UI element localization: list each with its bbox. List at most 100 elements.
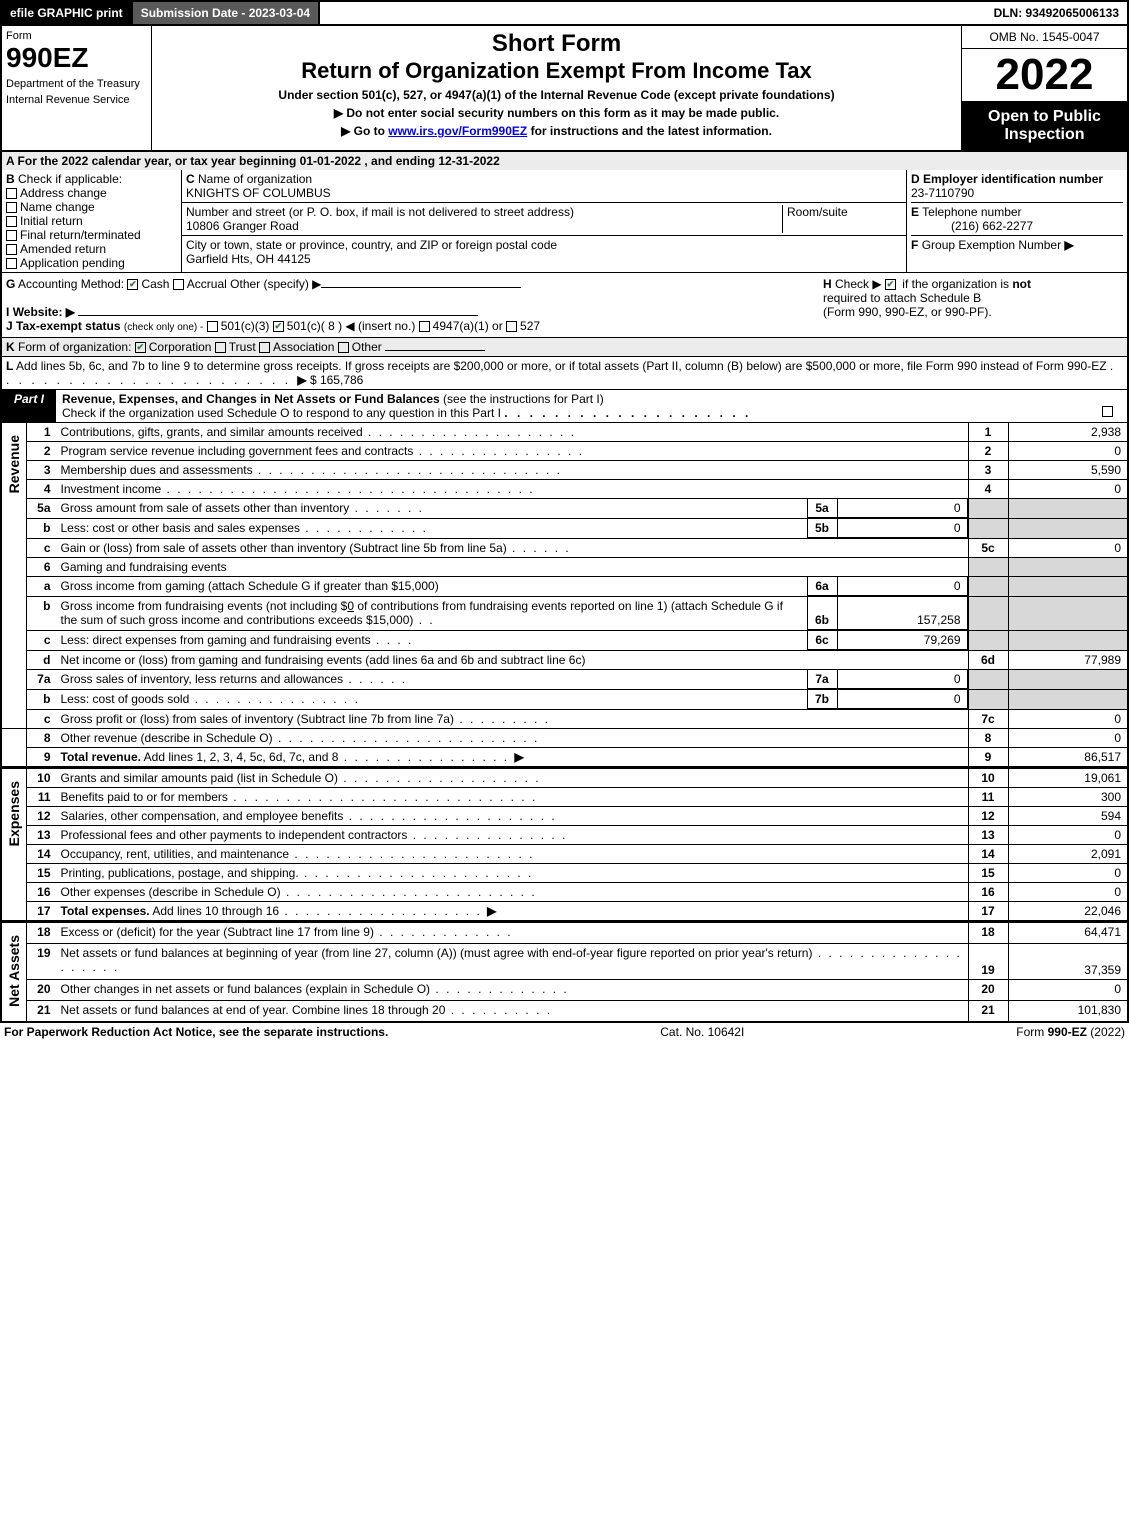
sub-box: 7a <box>807 670 837 689</box>
4947-label: 4947(a)(1) or <box>433 319 503 333</box>
shaded-box <box>968 630 1008 650</box>
checkbox-trust[interactable] <box>215 342 226 353</box>
shaded-value <box>1008 558 1128 577</box>
checkbox-accrual[interactable] <box>173 279 184 290</box>
department-label: Department of the Treasury <box>6 78 147 90</box>
shaded-box <box>968 669 1008 689</box>
line-box: 16 <box>968 882 1008 901</box>
line-desc: Grants and similar amounts paid (list in… <box>57 768 969 788</box>
check-if-label: Check if applicable: <box>18 172 122 186</box>
section-c: C Name of organization KNIGHTS OF COLUMB… <box>182 170 907 272</box>
under-section: Under section 501(c), 527, or 4947(a)(1)… <box>156 88 957 102</box>
street-value: 10806 Granger Road <box>186 219 299 233</box>
h-text3: required to attach Schedule B <box>823 291 981 305</box>
goto-prefix: ▶ Go to <box>341 124 388 138</box>
initial-return-label: Initial return <box>20 214 83 228</box>
d-letter: D <box>911 172 920 186</box>
line-value: 0 <box>1008 442 1128 461</box>
header-left: Form 990EZ Department of the Treasury In… <box>2 26 152 150</box>
line-num: 4 <box>27 480 57 499</box>
line-num: 16 <box>27 882 57 901</box>
line-desc: Gross sales of inventory, less returns a… <box>57 669 969 689</box>
shaded-value <box>1008 630 1128 650</box>
line-desc: Benefits paid to or for members . . . . … <box>57 787 969 806</box>
topbar-spacer <box>320 2 985 24</box>
irs-link[interactable]: www.irs.gov/Form990EZ <box>388 124 527 138</box>
line-num: 10 <box>27 768 57 788</box>
checkbox-other-org[interactable] <box>338 342 349 353</box>
line-value: 2,938 <box>1008 423 1128 442</box>
checkbox-cash[interactable]: ✔ <box>127 279 138 290</box>
line-num: b <box>27 689 57 709</box>
line-box: 3 <box>968 461 1008 480</box>
line-num: 21 <box>27 1001 57 1023</box>
other-input[interactable] <box>321 287 521 288</box>
sub-value: 79,269 <box>837 631 967 650</box>
expenses-table: Expenses 10 Grants and similar amounts p… <box>0 767 1129 921</box>
line-desc: Net income or (loss) from gaming and fun… <box>57 650 969 669</box>
line-num: a <box>27 577 57 597</box>
open-public: Open to Public Inspection <box>962 102 1127 150</box>
line-box: 20 <box>968 980 1008 1001</box>
line-num: 17 <box>27 901 57 920</box>
website-input[interactable] <box>78 315 478 316</box>
checkbox-corp[interactable]: ✔ <box>135 342 146 353</box>
checkbox-schedule-o[interactable] <box>1102 406 1113 417</box>
part1-label: Part I <box>2 390 56 422</box>
checkbox-schedule-b[interactable]: ✔ <box>885 279 896 290</box>
line-box: 10 <box>968 768 1008 788</box>
efile-label[interactable]: efile GRAPHIC print <box>2 2 133 24</box>
shaded-value <box>1008 519 1128 539</box>
line-desc: Net assets or fund balances at end of ye… <box>57 1001 969 1023</box>
checkbox-pending[interactable] <box>6 258 17 269</box>
line-box: 6d <box>968 650 1008 669</box>
city-label: City or town, state or province, country… <box>186 238 557 252</box>
checkbox-address[interactable] <box>6 188 17 199</box>
instruction-goto: ▶ Go to www.irs.gov/Form990EZ for instru… <box>156 124 957 138</box>
h-not: not <box>1012 277 1031 291</box>
shaded-value <box>1008 597 1128 631</box>
line-value: 0 <box>1008 863 1128 882</box>
line-box: 1 <box>968 423 1008 442</box>
shaded-value <box>1008 689 1128 709</box>
shaded-box <box>968 519 1008 539</box>
checkbox-501c3[interactable] <box>207 321 218 332</box>
phone-value: (216) 662-2277 <box>911 219 1033 233</box>
checkbox-527[interactable] <box>506 321 517 332</box>
header-center: Short Form Return of Organization Exempt… <box>152 26 962 150</box>
footer-left: For Paperwork Reduction Act Notice, see … <box>4 1025 388 1039</box>
line-value: 77,989 <box>1008 650 1128 669</box>
street-row: Number and street (or P. O. box, if mail… <box>182 203 906 236</box>
checkbox-4947[interactable] <box>419 321 430 332</box>
checkbox-final[interactable] <box>6 230 17 241</box>
line-value: 594 <box>1008 806 1128 825</box>
line-value: 22,046 <box>1008 901 1128 920</box>
line-box: 2 <box>968 442 1008 461</box>
part1-header: Part I Revenue, Expenses, and Changes in… <box>0 390 1129 423</box>
footer-center: Cat. No. 10642I <box>660 1025 744 1039</box>
address-change-label: Address change <box>20 186 107 200</box>
line-desc: Occupancy, rent, utilities, and maintena… <box>57 844 969 863</box>
line-num: 18 <box>27 922 57 944</box>
irs-label: Internal Revenue Service <box>6 94 147 106</box>
line-desc: Gross income from fundraising events (no… <box>57 597 969 631</box>
checkbox-assoc[interactable] <box>259 342 270 353</box>
part1-check-note: Check if the organization used Schedule … <box>62 406 501 420</box>
short-form-title: Short Form <box>156 30 957 58</box>
checkbox-amended[interactable] <box>6 244 17 255</box>
line-desc: Gross profit or (loss) from sales of inv… <box>57 709 969 728</box>
line-value: 0 <box>1008 882 1128 901</box>
line-box: 11 <box>968 787 1008 806</box>
e-letter: E <box>911 205 919 219</box>
line-desc: Other changes in net assets or fund bala… <box>57 980 969 1001</box>
other-org-input[interactable] <box>385 350 485 351</box>
line-desc: Net assets or fund balances at beginning… <box>57 943 969 980</box>
checkbox-initial[interactable] <box>6 216 17 227</box>
tax-year: 2022 <box>962 49 1127 102</box>
sub-box: 6c <box>807 631 837 650</box>
501c-label: 501(c)( 8 ) ◀ (insert no.) <box>287 319 416 333</box>
sub-value: 157,258 <box>837 597 967 629</box>
line-box: 19 <box>968 943 1008 980</box>
checkbox-name[interactable] <box>6 202 17 213</box>
checkbox-501c[interactable]: ✔ <box>273 321 284 332</box>
